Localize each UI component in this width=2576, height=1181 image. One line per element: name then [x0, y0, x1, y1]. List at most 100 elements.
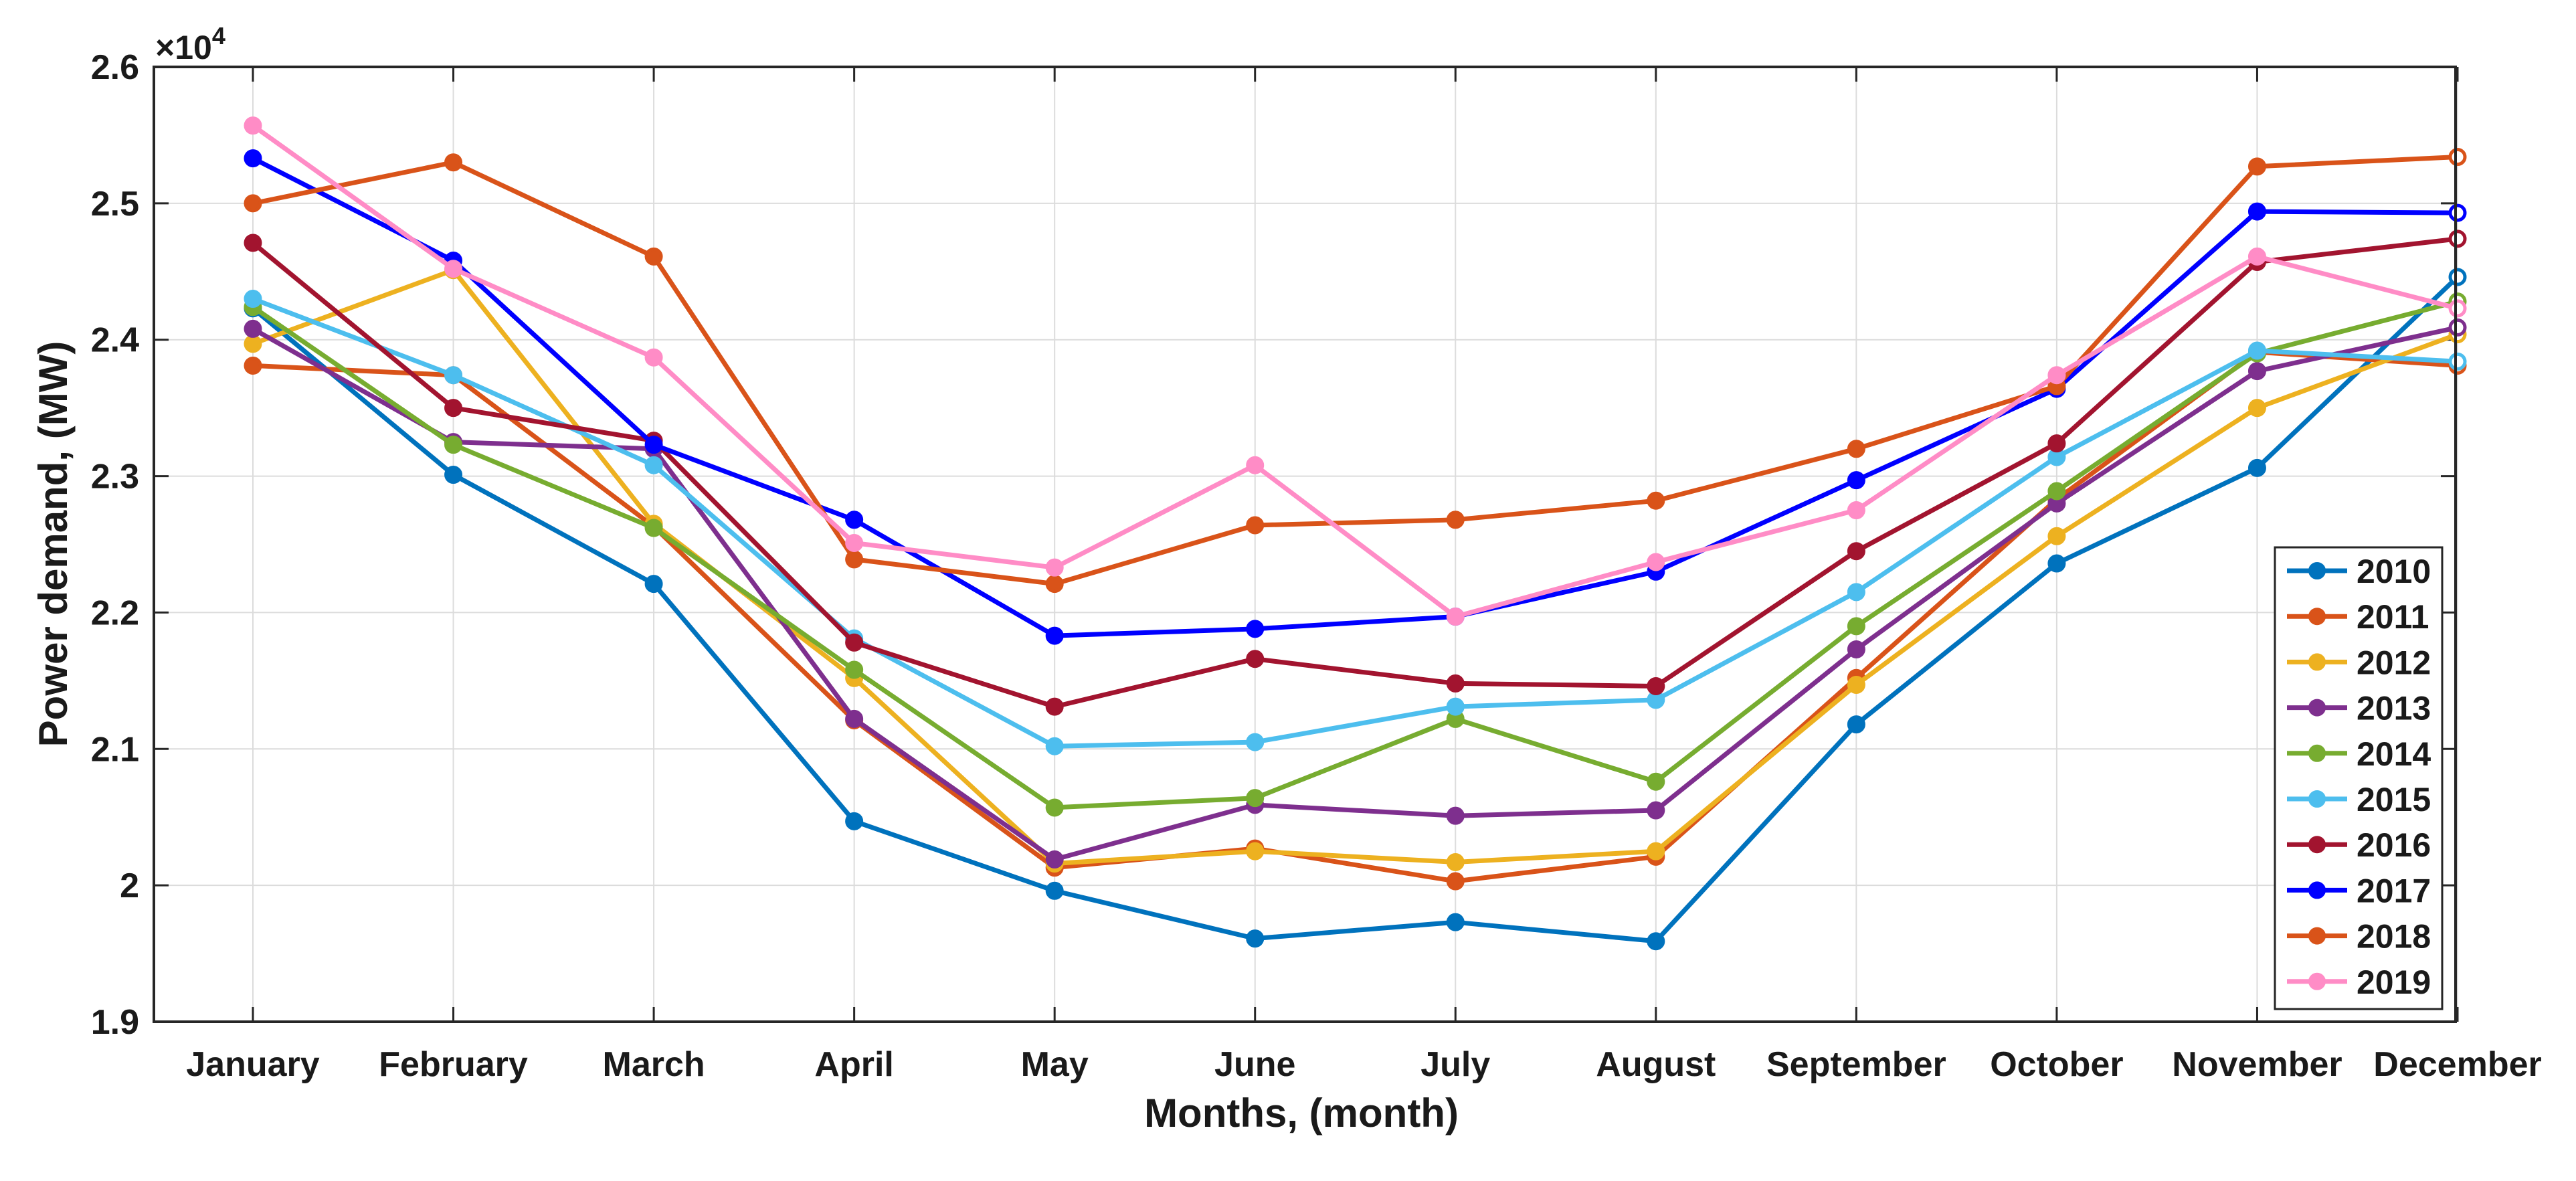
data-point — [845, 709, 864, 728]
series-line-2010 — [251, 275, 2460, 944]
data-point — [845, 511, 864, 529]
data-point — [444, 366, 463, 385]
series-2013 — [244, 318, 2467, 869]
y-tick-label: 2 — [120, 867, 139, 905]
legend-label: 2014 — [2357, 735, 2431, 773]
series-group — [244, 116, 2467, 951]
data-point — [2448, 230, 2467, 248]
legend-label: 2016 — [2357, 826, 2431, 864]
x-tick-label: April — [814, 1045, 893, 1084]
y-tick-label: 2.3 — [91, 458, 139, 496]
data-point — [2448, 318, 2467, 337]
data-point — [1647, 801, 1665, 820]
series-2019 — [244, 116, 2467, 626]
data-point — [2247, 399, 2266, 418]
series-2015 — [244, 290, 2467, 755]
data-point — [1647, 932, 1665, 951]
data-point — [2247, 157, 2266, 176]
legend-box — [2274, 546, 2444, 1010]
data-point — [845, 533, 864, 552]
series-2016 — [244, 230, 2467, 716]
legend-label: 2018 — [2357, 918, 2431, 956]
plot-area-frame — [153, 66, 2457, 1023]
data-point — [1847, 542, 1865, 561]
x-axis-title: Months, (month) — [1144, 1091, 1459, 1135]
data-point — [2448, 148, 2467, 167]
data-point — [1446, 872, 1465, 891]
data-point — [2247, 341, 2266, 360]
data-point — [1647, 491, 1665, 510]
legend-swatch-marker — [2308, 744, 2326, 762]
legend-item-2011: 2011 — [2287, 598, 2429, 636]
legend-item-2012: 2012 — [2287, 644, 2431, 681]
data-point — [1446, 697, 1465, 716]
legend-label: 2013 — [2357, 690, 2431, 727]
data-point — [1847, 501, 1865, 520]
y-tick-label: 2.5 — [91, 185, 139, 223]
data-point — [244, 194, 262, 213]
legend-item-2013: 2013 — [2287, 690, 2431, 727]
legend-swatch-marker — [2308, 653, 2326, 671]
data-point — [644, 519, 663, 537]
series-line-2013 — [252, 325, 2458, 862]
series-line-2016 — [251, 236, 2458, 709]
data-point — [1446, 913, 1465, 931]
series-line-2014 — [252, 299, 2458, 810]
legend-item-2015: 2015 — [2287, 781, 2431, 818]
legend-swatch-marker — [2308, 562, 2326, 579]
data-point — [1045, 881, 1064, 900]
data-point — [1446, 511, 1465, 529]
data-point — [1847, 583, 1865, 602]
data-point — [1045, 697, 1064, 716]
data-point — [2247, 458, 2266, 477]
y-tick-label: 2.4 — [91, 321, 139, 360]
data-point — [2047, 482, 2066, 501]
data-point — [1647, 772, 1665, 791]
legend-swatch-marker — [2308, 927, 2326, 945]
y-tick-label: 2.1 — [91, 730, 139, 769]
y-axis-multiplier-exponent: 4 — [212, 22, 225, 50]
data-point — [2047, 554, 2066, 573]
data-point — [644, 247, 663, 266]
x-tick-label: November — [2172, 1045, 2342, 1084]
data-point — [1847, 715, 1865, 734]
series-2012 — [244, 261, 2467, 873]
data-point — [244, 149, 262, 168]
data-point — [444, 399, 463, 418]
data-point — [2047, 527, 2066, 545]
data-point — [845, 812, 864, 830]
data-point — [1045, 798, 1064, 817]
x-tick-label: February — [379, 1045, 528, 1084]
legend: 2010 2011 2012 2013 2014 2015 2016 2017 2018 2019 — [2274, 546, 2444, 1010]
x-tick-label: May — [1021, 1045, 1089, 1084]
data-point — [845, 660, 864, 679]
data-point — [845, 550, 864, 569]
data-point — [644, 348, 663, 367]
data-point — [2247, 362, 2266, 381]
data-point — [1045, 737, 1064, 755]
legend-item-2016: 2016 — [2287, 826, 2431, 864]
data-point — [1045, 575, 1064, 594]
data-point — [2448, 352, 2467, 371]
y-axis-multiplier: ×104 — [155, 22, 225, 66]
x-tick-label: September — [1766, 1045, 1946, 1084]
data-point — [444, 436, 463, 454]
data-point — [1446, 674, 1465, 693]
series-line-2019 — [251, 123, 2458, 619]
y-axis-tick-labels: 1.9 2 2.1 2.2 2.3 2.4 2.5 2.6 — [91, 48, 139, 1042]
y-tick-label: 2.2 — [91, 594, 139, 632]
series-line-2012 — [252, 268, 2459, 866]
data-point — [1847, 640, 1865, 658]
y-axis-multiplier-base: ×10 — [155, 29, 212, 66]
data-point — [244, 335, 262, 353]
x-tick-label: August — [1596, 1045, 1716, 1084]
data-point — [1847, 617, 1865, 636]
legend-swatch-marker — [2308, 699, 2326, 717]
series-2017 — [244, 149, 2467, 645]
data-point — [1246, 733, 1265, 751]
y-axis-title: Power demand, (MW) — [31, 341, 76, 747]
x-tick-label: July — [1420, 1045, 1490, 1084]
data-point — [244, 356, 262, 375]
